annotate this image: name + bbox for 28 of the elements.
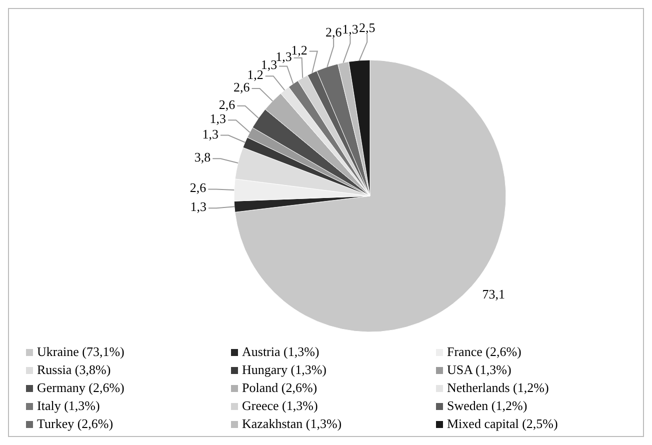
data-label: 2,6 xyxy=(190,180,207,196)
legend-label: Greece (1,3%) xyxy=(242,398,318,413)
data-label: 1,3 xyxy=(342,21,358,36)
legend-label: France (2,6%) xyxy=(447,344,522,359)
data-label: 2,5 xyxy=(358,20,376,36)
data-label: 1,3 xyxy=(202,126,218,142)
legend-label: Mixed capital (2,5%) xyxy=(447,416,558,431)
legend-label: Italy (1,3%) xyxy=(37,398,100,413)
data-label: 73,1 xyxy=(482,286,505,302)
legend-label: Netherlands (1,2%) xyxy=(447,380,549,395)
legend-label: Austria (1,3%) xyxy=(242,344,320,359)
data-label: 1,3 xyxy=(260,57,278,72)
legend-label: Ukraine (73,1%) xyxy=(37,344,124,359)
legend-label: Sweden (1,2%) xyxy=(447,398,528,413)
legend-label: Poland (2,6%) xyxy=(242,380,318,395)
data-label: 3,8 xyxy=(194,150,211,165)
legend-label: Turkey (2,6%) xyxy=(37,416,114,431)
legend-label: Kazakhstan (1,3%) xyxy=(242,416,342,431)
legend-label: Russia (3,8%) xyxy=(37,362,111,377)
data-label: 1,3 xyxy=(190,199,206,214)
data-label: 1,2 xyxy=(291,42,308,58)
legend-label: USA (1,3%) xyxy=(447,362,512,377)
data-label: 2,6 xyxy=(325,24,342,40)
data-label: 1,3 xyxy=(210,111,226,126)
data-label: 2,6 xyxy=(218,96,236,112)
legend-label: Germany (2,6%) xyxy=(37,380,124,395)
data-label: 1,3 xyxy=(276,48,292,64)
legend-label: Hungary (1,3%) xyxy=(242,362,326,377)
